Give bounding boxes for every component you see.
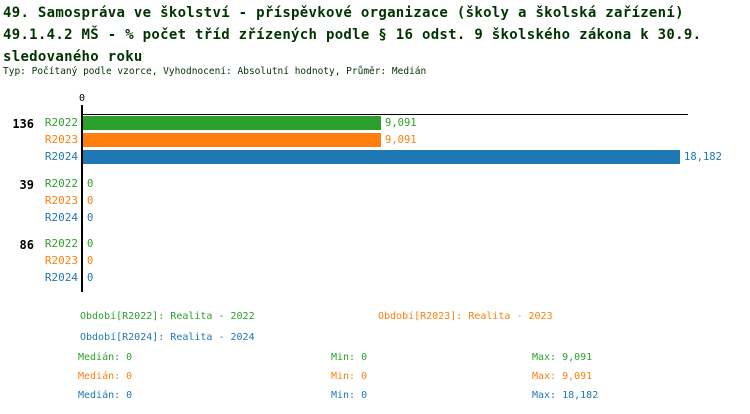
bar-r2024-group-136 — [83, 150, 680, 164]
row-label-r2023: R2023 — [44, 133, 78, 146]
bar-value-label: 0 — [87, 195, 94, 207]
bar-value-label: 9,091 — [385, 117, 417, 129]
page-title-line-1: 49. Samospráva ve školství - příspěvkové… — [3, 5, 684, 21]
row-label-r2022: R2022 — [44, 237, 78, 250]
bar-row: 18,182 — [83, 150, 722, 164]
bar-value-label: 0 — [87, 212, 94, 224]
row-label-r2024: R2024 — [44, 211, 78, 224]
row-label-r2022: R2022 — [44, 116, 78, 129]
stat-median-r2022: Medián: 0 — [78, 352, 133, 363]
row-label-r2024: R2024 — [44, 150, 78, 163]
bar-row: 0 — [83, 271, 93, 285]
title-block: 49. Samospráva ve školství - příspěvkové… — [3, 2, 701, 68]
stat-min-r2024: Min: 0 — [331, 390, 368, 401]
stat-max-r2023: Max: 9,091 — [532, 371, 593, 382]
group-label-39: 39 — [19, 178, 34, 192]
bar-row: 9,091 — [83, 133, 417, 147]
group-label-86: 86 — [19, 238, 34, 252]
stat-min-r2022: Min: 0 — [331, 352, 368, 363]
row-label-r2022: R2022 — [44, 177, 78, 190]
bar-r2023-group-136 — [83, 133, 381, 147]
legend-item-r2022: Období[R2022]: Realita - 2022 — [80, 311, 255, 322]
bar-row: 0 — [83, 254, 93, 268]
x-axis-top-line — [81, 114, 688, 115]
bar-row: 9,091 — [83, 116, 417, 130]
bar-value-label: 0 — [87, 255, 94, 267]
row-label-r2024: R2024 — [44, 271, 78, 284]
stat-max-r2022: Max: 9,091 — [532, 352, 593, 363]
bar-value-label: 9,091 — [385, 134, 417, 146]
y-axis-line — [81, 105, 83, 292]
bar-value-label: 0 — [87, 272, 94, 284]
row-label-r2023: R2023 — [44, 194, 78, 207]
stat-median-r2024: Medián: 0 — [78, 390, 133, 401]
page-title-line-2: 49.1.4.2 MŠ - % počet tříd zřízených pod… — [3, 27, 702, 43]
page-title-line-3: sledovaného roku — [3, 49, 143, 65]
bar-row: 0 — [83, 194, 93, 208]
chart-meta-line: Typ: Počítaný podle vzorce, Vyhodnocení:… — [3, 66, 427, 77]
bar-row: 0 — [83, 237, 93, 251]
x-axis-tick-zero: 0 — [78, 93, 86, 104]
row-label-r2023: R2023 — [44, 254, 78, 267]
bar-row: 0 — [83, 177, 93, 191]
bar-value-label: 0 — [87, 178, 94, 190]
legend-item-r2023: Období[R2023]: Realita - 2023 — [378, 311, 553, 322]
bar-value-label: 0 — [87, 238, 94, 250]
group-label-136: 136 — [12, 117, 34, 131]
bar-value-label: 18,182 — [684, 151, 722, 163]
bar-row: 0 — [83, 211, 93, 225]
stat-min-r2023: Min: 0 — [331, 371, 368, 382]
stat-median-r2023: Medián: 0 — [78, 371, 133, 382]
bar-r2022-group-136 — [83, 116, 381, 130]
legend-item-r2024: Období[R2024]: Realita - 2024 — [80, 332, 255, 343]
stat-max-r2024: Max: 18,182 — [532, 390, 599, 401]
